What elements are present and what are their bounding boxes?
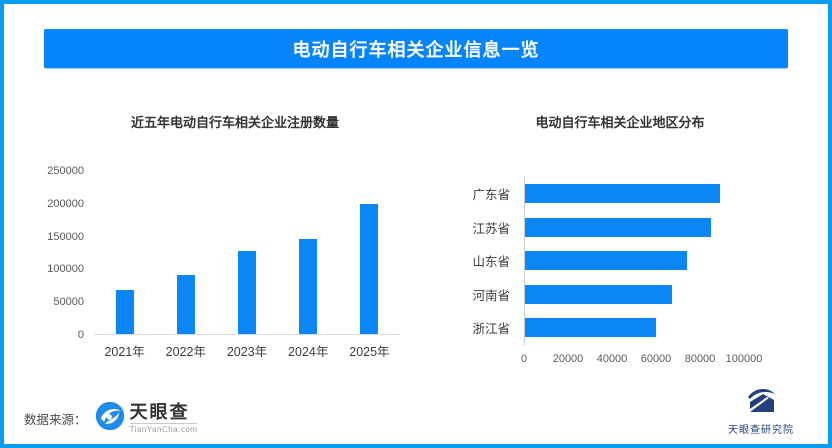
- x-tick-label: 2023年: [226, 345, 268, 359]
- category-label: 山东省: [472, 255, 510, 270]
- y-tick-label: 100000: [47, 263, 84, 276]
- x-tick-label: 2021年: [104, 345, 145, 359]
- category-label: 江苏省: [472, 221, 510, 236]
- bar-track: [524, 210, 744, 244]
- bar-row: 浙江省: [466, 311, 744, 345]
- x-axis-labels: 0 20000 40000 60000 80000 100000: [520, 352, 762, 367]
- bar-row: 河南省: [466, 277, 744, 311]
- y-axis: 0 50000 100000 150000 200000 250000: [44, 165, 94, 341]
- tianyancha-name: 天眼查: [129, 402, 190, 422]
- x-tick-label: 80000: [684, 352, 716, 365]
- data-source: 数据来源： 天眼查 TianYanCha.com: [24, 401, 198, 436]
- title-banner: 电动自行车相关企业信息一览: [44, 29, 788, 68]
- regions-bar-chart: 广东省江苏省山东省河南省浙江省: [466, 177, 744, 345]
- bar-2021年: [115, 289, 134, 334]
- tianyancha-logo-text: 天眼查 TianYanCha.com: [129, 402, 198, 434]
- charts-row: 近五年电动自行车相关企业注册数量 0 50000 100000 150000 20000…: [4, 112, 828, 367]
- bar-track: [524, 177, 744, 211]
- y-tick-label: 200000: [47, 197, 84, 210]
- x-tick-label: 2022年: [165, 345, 206, 359]
- x-tick-label: 2024年: [288, 345, 329, 359]
- y-tick-label: 0: [77, 329, 84, 341]
- bar-slot: [94, 171, 155, 334]
- y-tick-label: 50000: [53, 296, 84, 309]
- bar-浙江省: [525, 318, 657, 338]
- bar-2022年: [176, 274, 195, 334]
- page-title: 电动自行车相关企业信息一览: [292, 39, 540, 60]
- bar-江苏省: [525, 217, 712, 237]
- plot-area: [94, 171, 400, 335]
- bar-河南省: [525, 284, 672, 304]
- bar-slot: [278, 171, 339, 334]
- bar-2023年: [238, 250, 256, 334]
- x-tick-label: 0: [520, 352, 528, 365]
- bar-row: 江苏省: [466, 210, 744, 244]
- registrations-chart-title: 近五年电动自行车相关企业注册数量: [130, 115, 339, 130]
- tianyancha-url: TianYanCha.com: [129, 423, 198, 434]
- x-tick-label: 60000: [640, 352, 672, 365]
- institute-name: 天眼查研究院: [728, 425, 794, 436]
- x-tick-label: 40000: [596, 352, 628, 365]
- bar-2025年: [360, 203, 379, 334]
- bar-track: [524, 244, 744, 278]
- data-source-label: 数据来源：: [24, 413, 87, 427]
- category-label: 广东省: [472, 188, 510, 203]
- x-tick-label: 2025年: [349, 345, 390, 359]
- footer: 数据来源： 天眼查 TianYanCha.com: [24, 386, 794, 436]
- bar-slot: [216, 171, 277, 334]
- x-tick-label: 20000: [552, 352, 584, 365]
- bar-slot: [155, 171, 216, 334]
- category-label: 浙江省: [472, 322, 510, 337]
- x-axis-labels: 2021年 2022年 2023年 2024年 2025年: [94, 341, 400, 360]
- bar-山东省: [525, 251, 688, 271]
- registrations-bar-chart: 0 50000 100000 150000 200000 250000: [44, 165, 400, 341]
- regions-chart-title: 电动自行车相关企业地区分布: [535, 115, 705, 130]
- bar-row: 山东省: [466, 244, 744, 278]
- institute-mountain-icon: [744, 386, 778, 418]
- bar-row: 广东省: [466, 177, 744, 211]
- category-label: 河南省: [472, 288, 510, 303]
- y-tick-label: 250000: [47, 165, 84, 177]
- bar-slot: [339, 171, 400, 334]
- bar-广东省: [525, 184, 720, 204]
- tianyancha-logo: 天眼查 TianYanCha.com: [95, 401, 198, 436]
- regions-chart-panel: 电动自行车相关企业地区分布 广东省江苏省山东省河南省浙江省 0 20000 4000…: [466, 112, 762, 367]
- bar-2024年: [299, 239, 318, 334]
- bar-track: [524, 277, 744, 311]
- x-tick-label: 100000: [725, 352, 763, 365]
- tianyancha-eye-icon: [95, 401, 125, 436]
- registrations-chart-panel: 近五年电动自行车相关企业注册数量 0 50000 100000 150000 20000…: [44, 112, 400, 367]
- bar-track: [524, 311, 744, 345]
- institute-logo: 天眼查研究院: [728, 386, 794, 436]
- y-tick-label: 150000: [47, 230, 84, 243]
